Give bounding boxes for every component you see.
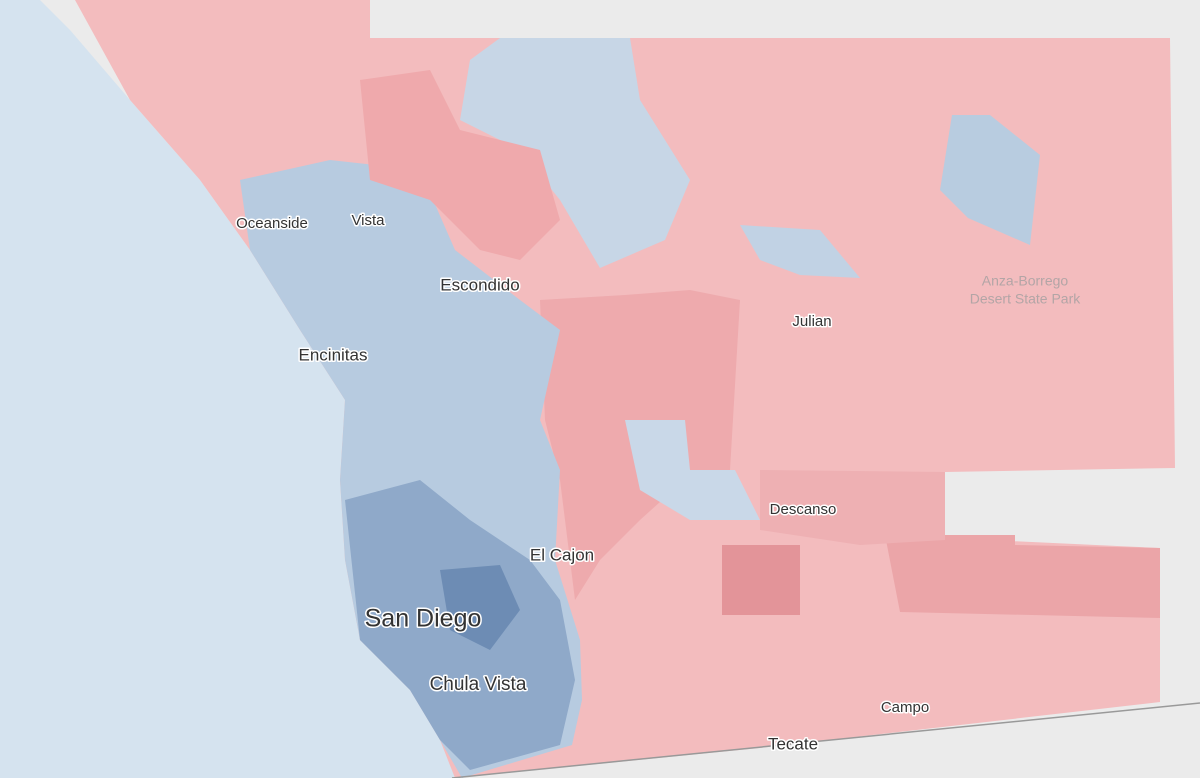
blue-patch xyxy=(625,420,760,520)
red-north-patch xyxy=(360,70,560,260)
place-label: Vista xyxy=(351,212,385,229)
place-label: Julian xyxy=(792,313,831,330)
place-label: Campo xyxy=(881,699,929,716)
blue-north xyxy=(460,38,690,268)
blue-ridge xyxy=(740,225,860,278)
red-dark-patch xyxy=(722,545,800,615)
place-label: Escondido xyxy=(440,275,519,294)
place-label: Descanso xyxy=(770,501,837,518)
place-label: Encinitas xyxy=(299,345,368,364)
border xyxy=(451,702,1200,778)
blue-core xyxy=(440,565,520,650)
place-label: El Cajon xyxy=(530,545,594,564)
place-label: Tecate xyxy=(768,734,818,753)
red-southeast xyxy=(885,535,1160,618)
blue-anza xyxy=(940,115,1040,245)
place-label: Oceanside xyxy=(236,215,308,232)
red-east-mid xyxy=(760,470,945,545)
park-label: Desert State Park xyxy=(970,291,1081,307)
place-label: San Diego xyxy=(365,605,482,633)
park-label: Anza-Borrego xyxy=(982,273,1069,289)
place-label: Chula Vista xyxy=(430,674,527,695)
